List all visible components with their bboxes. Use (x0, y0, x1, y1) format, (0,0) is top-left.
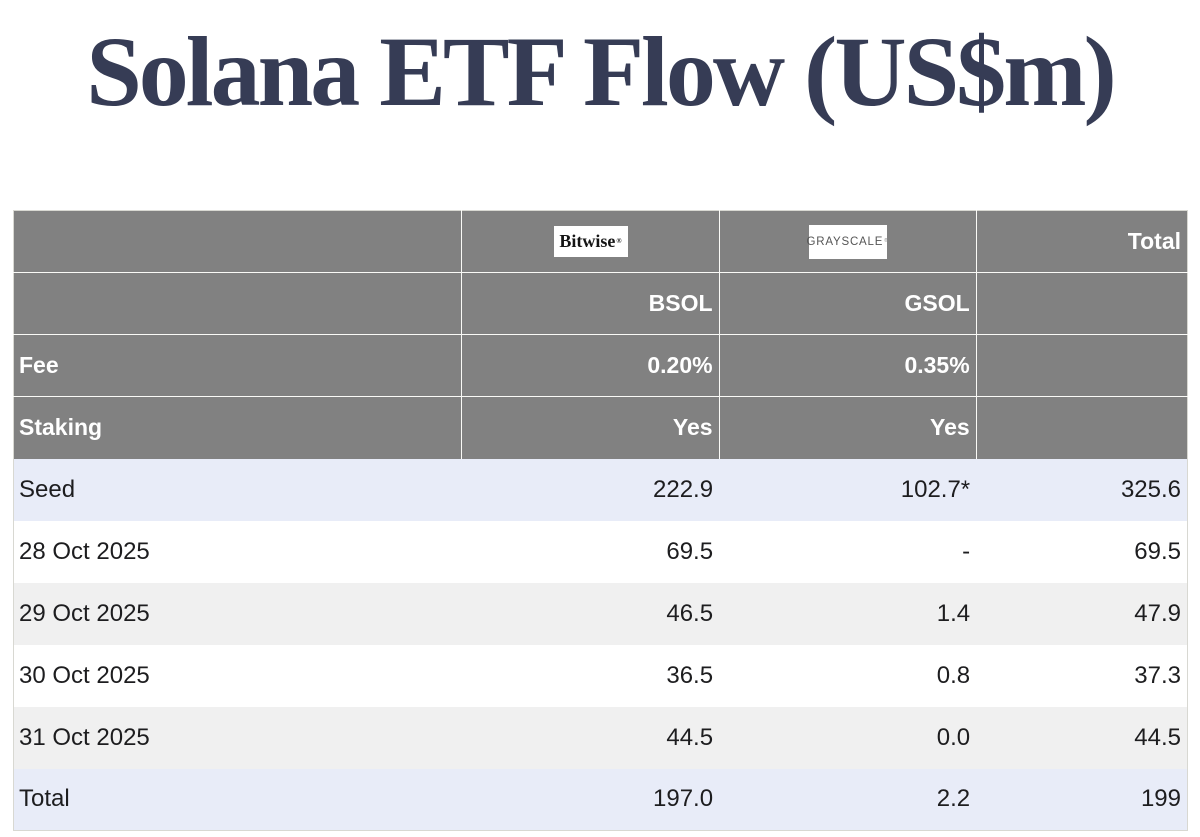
fee-total (975, 334, 1188, 397)
row-label: Total (13, 768, 462, 831)
table-row-31-oct: 31 Oct 2025 44.5 0.0 44.5 (13, 706, 1188, 769)
row-label: 28 Oct 2025 (13, 520, 462, 583)
bitwise-logo-cell: Bitwise ® (461, 210, 720, 273)
gsol-value: 0.0 (719, 706, 977, 769)
gsol-value: 1.4 (719, 582, 977, 645)
grayscale-logo-cell: GRAYSCALE ® (718, 210, 977, 273)
staking-gsol: Yes (718, 396, 977, 459)
gsol-value: - (719, 520, 977, 583)
grayscale-logo: GRAYSCALE ® (806, 224, 889, 259)
etf-flow-table: Bitwise ® GRAYSCALE ® Total BSOL GSOL (13, 210, 1188, 831)
ticker-total-empty-cell (975, 272, 1188, 335)
fee-label: Fee (13, 334, 462, 397)
bsol-value: 44.5 (461, 706, 720, 769)
row-label: 31 Oct 2025 (13, 706, 462, 769)
page-title: Solana ETF Flow (US$m) (86, 16, 1117, 127)
table-row-28-oct: 28 Oct 2025 69.5 - 69.5 (13, 520, 1188, 583)
header-row-logos: Bitwise ® GRAYSCALE ® Total (13, 210, 1188, 273)
bsol-value: 69.5 (461, 520, 720, 583)
total-column-header: Total (975, 210, 1188, 273)
total-value: 69.5 (976, 520, 1188, 583)
staking-row: Staking Yes Yes (13, 396, 1188, 459)
table-row-30-oct: 30 Oct 2025 36.5 0.8 37.3 (13, 644, 1188, 707)
table-row-total: Total 197.0 2.2 199 (13, 768, 1188, 831)
staking-total (975, 396, 1188, 459)
fee-bsol: 0.20% (461, 334, 720, 397)
row-label: 29 Oct 2025 (13, 582, 462, 645)
table-row-29-oct: 29 Oct 2025 46.5 1.4 47.9 (13, 582, 1188, 645)
row-label: Seed (13, 458, 462, 521)
bsol-value: 222.9 (461, 458, 720, 521)
table-row-seed: Seed 222.9 102.7* 325.6 (13, 458, 1188, 521)
gsol-value: 102.7* (719, 458, 977, 521)
gsol-value: 0.8 (719, 644, 977, 707)
bsol-value: 197.0 (461, 768, 720, 831)
bitwise-logo-text: Bitwise (559, 231, 616, 251)
fee-gsol: 0.35% (718, 334, 977, 397)
ticker-empty-cell (13, 272, 462, 335)
gsol-value: 2.2 (719, 768, 977, 831)
bitwise-logo: Bitwise ® (553, 226, 628, 257)
total-value: 47.9 (976, 582, 1188, 645)
fee-row: Fee 0.20% 0.35% (13, 334, 1188, 397)
total-value: 37.3 (976, 644, 1188, 707)
grayscale-trademark: ® (884, 238, 889, 244)
bitwise-trademark: ® (616, 237, 622, 245)
total-value: 44.5 (976, 706, 1188, 769)
header-row-tickers: BSOL GSOL (13, 272, 1188, 335)
bsol-value: 46.5 (461, 582, 720, 645)
bsol-ticker: BSOL (461, 272, 720, 335)
row-label: 30 Oct 2025 (13, 644, 462, 707)
staking-label: Staking (13, 396, 462, 459)
header-empty-cell (13, 210, 462, 273)
gsol-ticker: GSOL (718, 272, 977, 335)
total-value: 199 (976, 768, 1188, 831)
staking-bsol: Yes (461, 396, 720, 459)
bsol-value: 36.5 (461, 644, 720, 707)
grayscale-logo-text: GRAYSCALE (806, 235, 884, 248)
total-value: 325.6 (976, 458, 1188, 521)
